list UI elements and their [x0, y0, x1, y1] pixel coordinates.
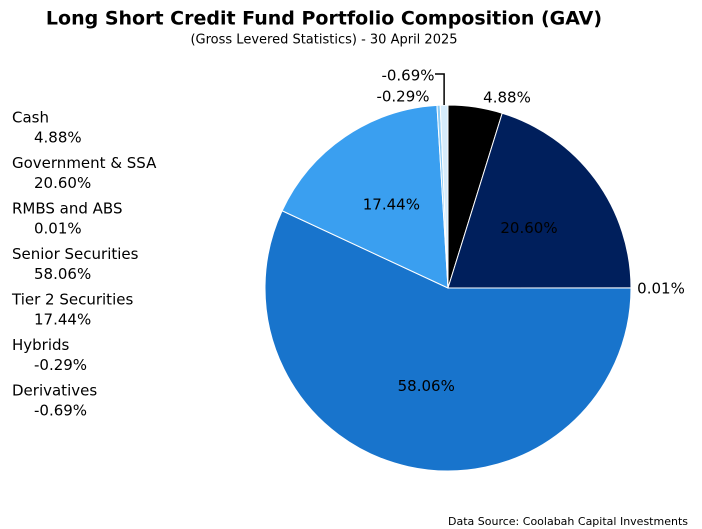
slice-label: 17.44% [363, 195, 420, 213]
legend-label: Tier 2 Securities [11, 291, 133, 309]
slice-label: 20.60% [500, 219, 557, 237]
legend-value: 20.60% [34, 174, 91, 192]
slice-label: 58.06% [398, 377, 455, 395]
legend-label: Hybrids [12, 336, 70, 354]
legend-label: Senior Securities [12, 245, 139, 263]
source-note: Data Source: Coolabah Capital Investment… [448, 515, 688, 528]
chart-title: Long Short Credit Fund Portfolio Composi… [46, 8, 602, 30]
slice-label: -0.69% [381, 67, 434, 85]
legend-value: 17.44% [34, 311, 91, 329]
slice-label: 4.88% [483, 89, 531, 107]
legend-value: -0.29% [34, 356, 87, 374]
legend-value: 4.88% [34, 129, 82, 147]
pie-slice [264, 210, 632, 472]
legend-value: 0.01% [34, 220, 82, 238]
pie-slice [447, 112, 632, 289]
pie-slice [281, 104, 449, 289]
leader-line [435, 73, 445, 106]
legend-value: -0.69% [34, 402, 87, 420]
legend-label: Cash [12, 109, 49, 127]
legend-label: Government & SSA [12, 154, 157, 172]
legend-value: 58.06% [34, 265, 91, 283]
slice-label: 0.01% [637, 280, 685, 298]
legend-label: RMBS and ABS [12, 200, 122, 218]
slice-label: -0.29% [376, 88, 429, 106]
legend-label: Derivatives [12, 382, 97, 400]
chart-subtitle: (Gross Levered Statistics) - 30 April 20… [190, 33, 457, 48]
